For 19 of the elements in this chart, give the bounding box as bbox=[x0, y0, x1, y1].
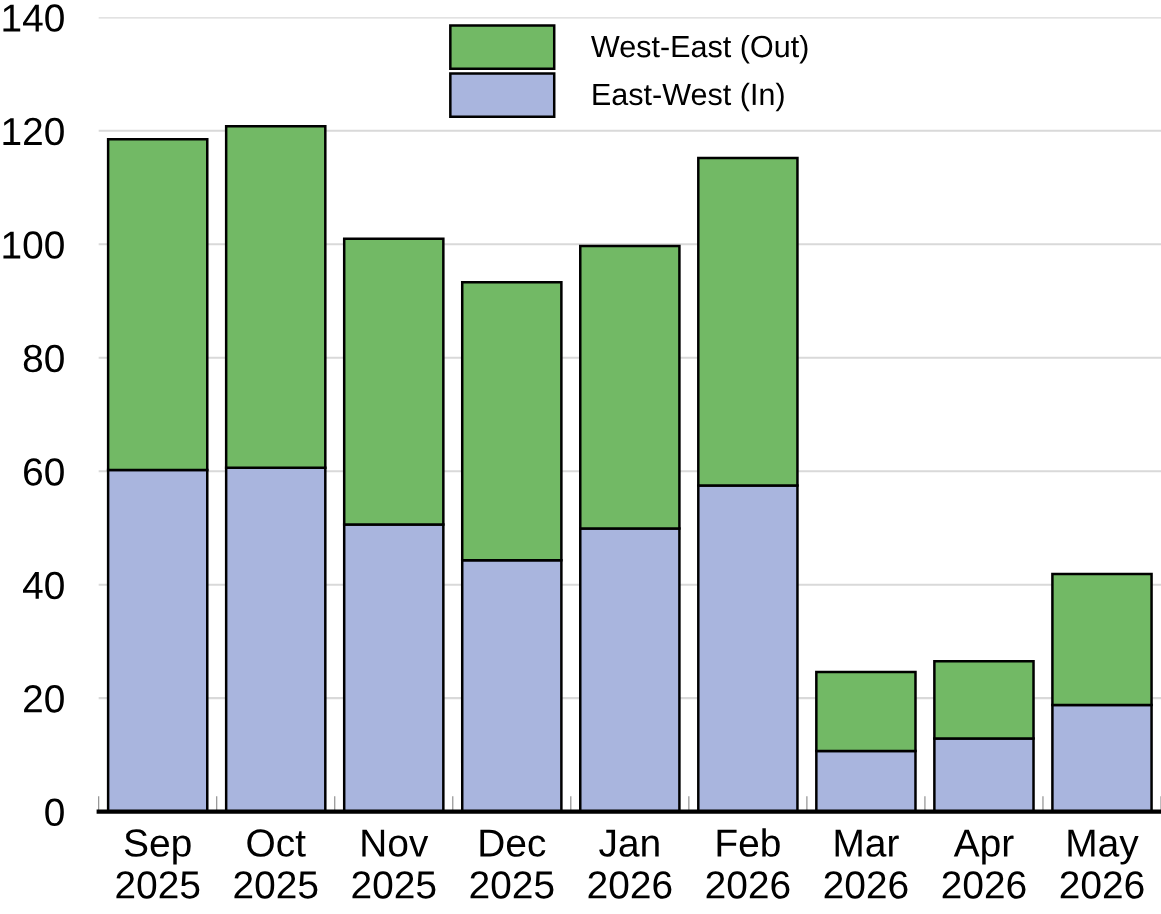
x-tick-label: Feb 2026 bbox=[706, 828, 790, 899]
legend-label: East-West (In) bbox=[593, 82, 784, 112]
y-tick-label: 140 bbox=[3, 4, 64, 32]
y-tick-label: 60 bbox=[24, 458, 64, 486]
x-tick-label: Mar 2026 bbox=[824, 829, 908, 899]
x-tick-label: Dec 2025 bbox=[470, 829, 554, 899]
x-tick-label: Apr 2026 bbox=[942, 829, 1026, 899]
x-tick-label: Nov 2025 bbox=[352, 829, 436, 899]
x-tick-label: Sep 2025 bbox=[116, 829, 200, 899]
x-tick-label: May 2026 bbox=[1060, 829, 1144, 899]
y-tick-label: 80 bbox=[23, 344, 64, 373]
x-tick-label: Oct 2025 bbox=[234, 829, 318, 899]
y-tick-label: 40 bbox=[22, 571, 64, 600]
x-tick-label: Jan 2026 bbox=[588, 829, 672, 899]
y-tick-label: 120 bbox=[3, 117, 64, 146]
y-tick-label: 0 bbox=[45, 798, 64, 827]
legend-label: West-East (Out) bbox=[591, 34, 808, 64]
y-tick-label: 100 bbox=[3, 231, 64, 259]
y-tick-label: 20 bbox=[24, 685, 64, 713]
